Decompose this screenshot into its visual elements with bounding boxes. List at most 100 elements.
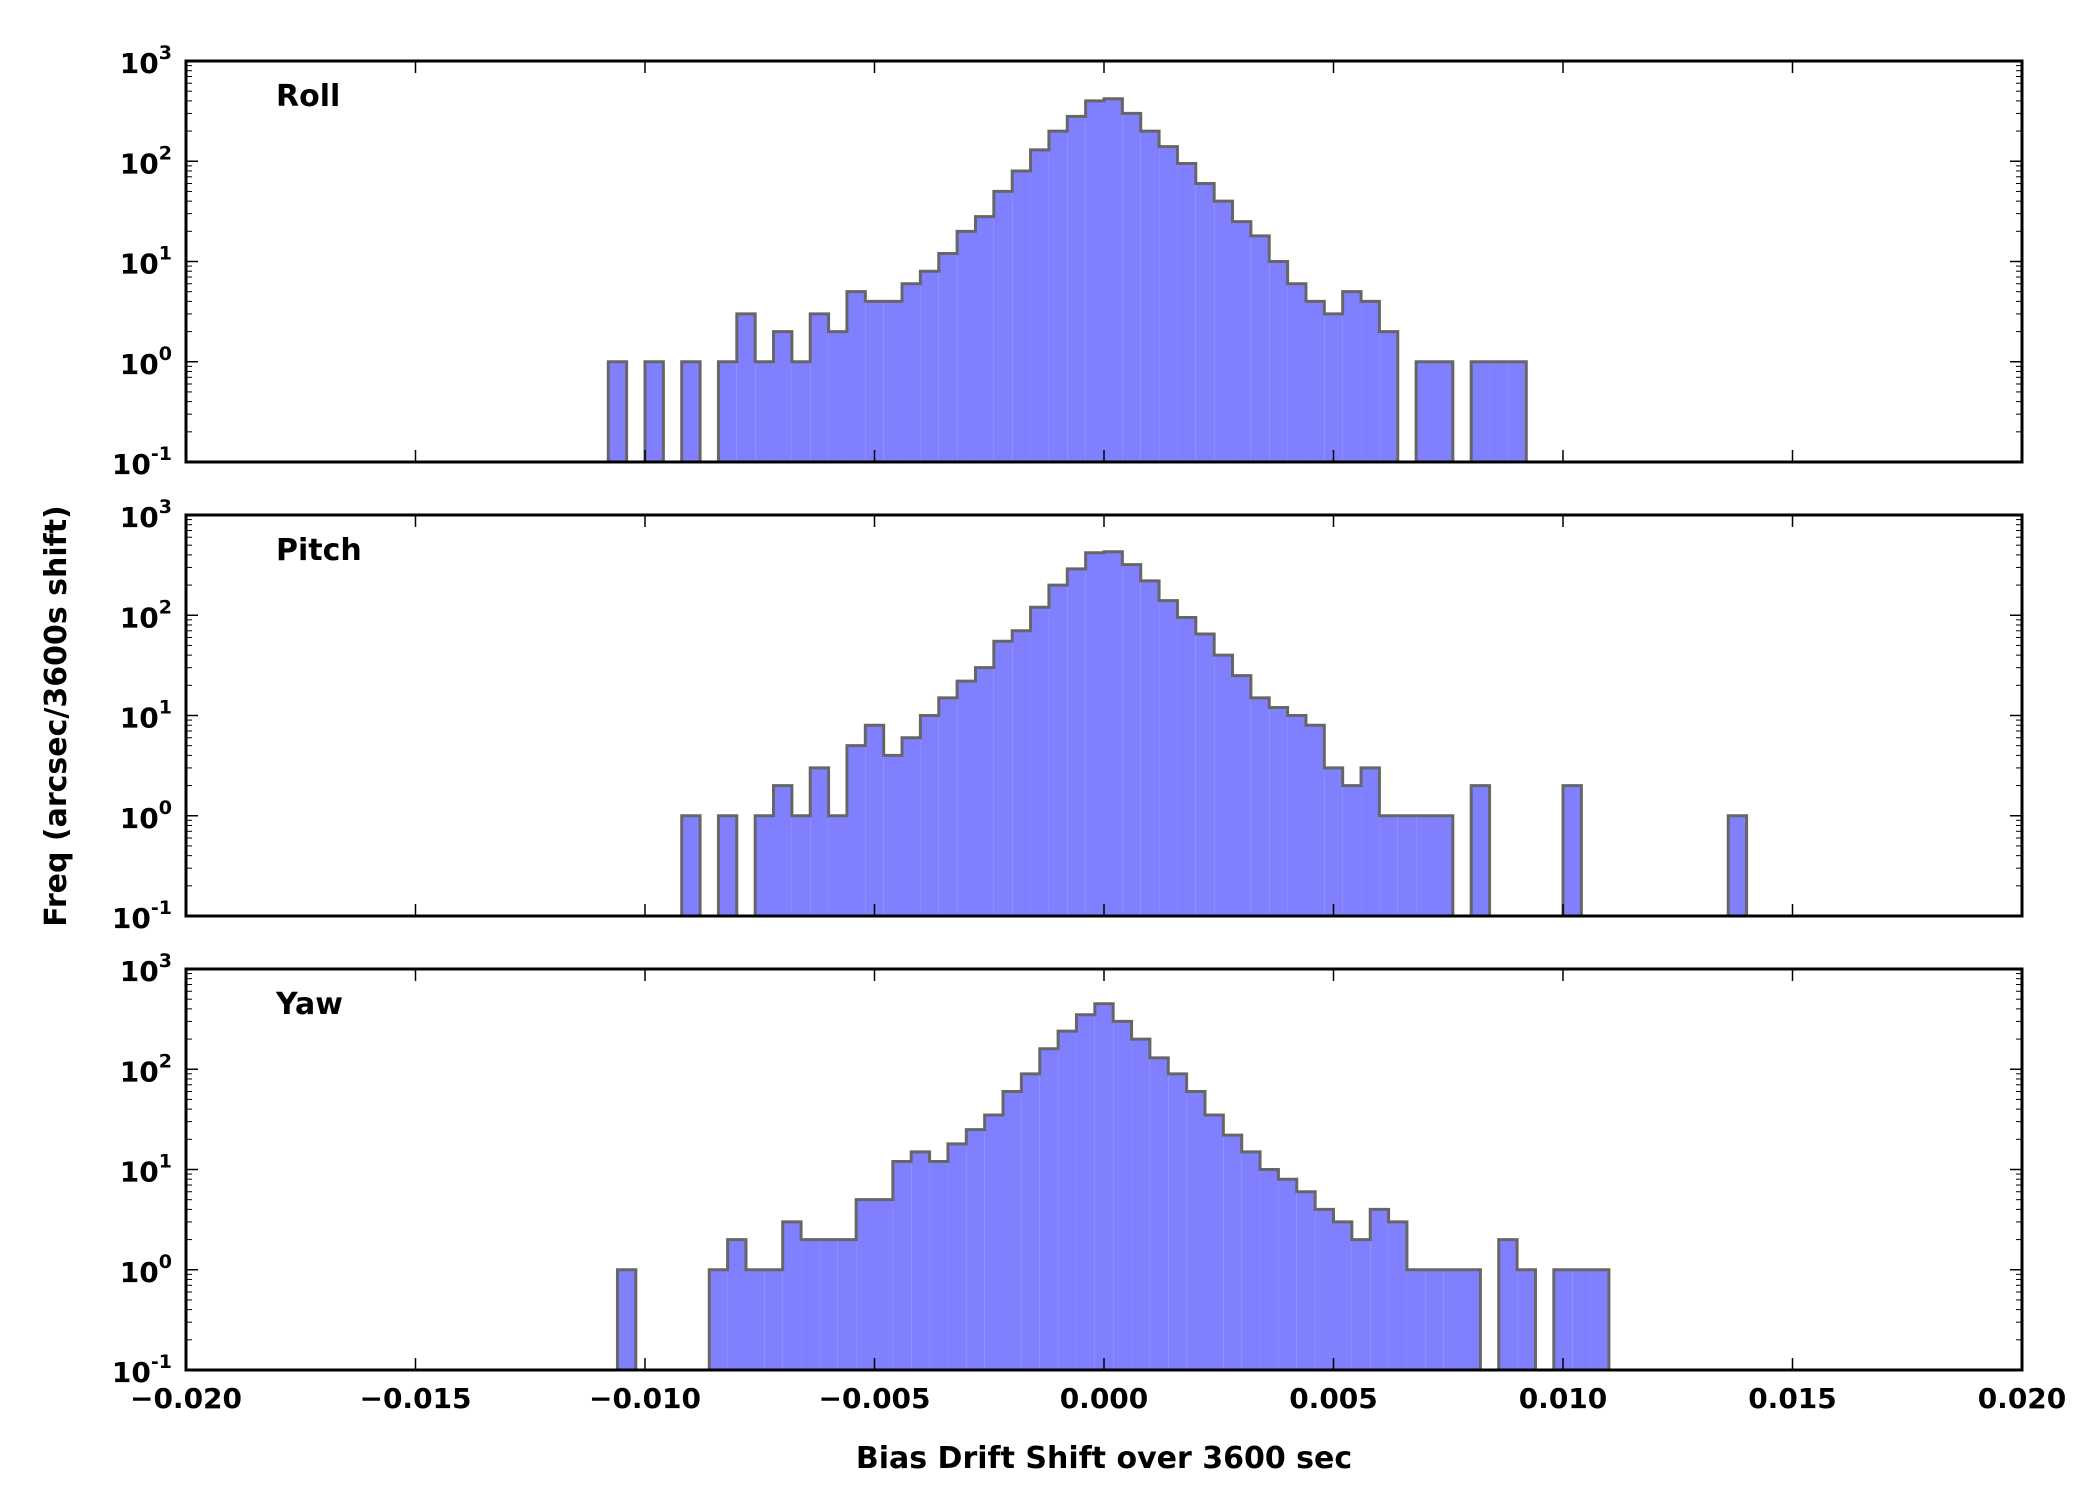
histogram-bar	[764, 1269, 783, 1370]
histogram-bar	[828, 815, 847, 916]
histogram-bar	[920, 715, 939, 916]
histogram-bar	[1177, 163, 1196, 462]
y-tick-label: 10-1	[112, 443, 172, 481]
histogram-bar	[1361, 301, 1380, 462]
histogram-bar	[1195, 634, 1215, 916]
histogram-bar	[1076, 1014, 1095, 1370]
histogram-bar	[1324, 767, 1343, 916]
histogram-bar	[1003, 1091, 1022, 1370]
histogram-bar	[1324, 313, 1343, 462]
histogram-bar	[1333, 1221, 1352, 1370]
histogram-bar	[865, 725, 884, 916]
histogram-bar	[1085, 100, 1104, 462]
histogram-bar	[1305, 725, 1325, 916]
histogram-bar	[1104, 551, 1123, 916]
x-tick-label: 0.020	[1978, 1382, 2067, 1415]
bars-roll	[606, 97, 1528, 462]
histogram-bar	[1379, 331, 1398, 462]
histogram-bar	[617, 1269, 636, 1370]
histogram-bar	[1030, 607, 1049, 916]
x-tick-label: −0.015	[359, 1382, 471, 1415]
histogram-bar	[755, 815, 774, 916]
histogram-bar	[681, 361, 701, 462]
histogram-bar	[1104, 98, 1123, 462]
histogram-bar	[966, 1129, 985, 1370]
histogram-bar	[1131, 1039, 1150, 1370]
histogram-bar	[1406, 1269, 1426, 1370]
x-tick-label: 0.000	[1060, 1382, 1149, 1415]
bars-pitch	[680, 550, 1749, 916]
histogram-bar	[819, 1239, 838, 1370]
y-tick-label: 101	[120, 1151, 172, 1189]
histogram-bar	[1462, 1269, 1481, 1370]
histogram-bar	[773, 331, 792, 462]
histogram-bar	[1397, 815, 1417, 916]
histogram-bar	[1223, 1135, 1242, 1370]
histogram-bar	[1370, 1209, 1389, 1370]
histogram-bar	[856, 1199, 875, 1370]
histogram-bar	[1507, 361, 1527, 462]
histogram-bar	[1269, 707, 1288, 916]
histogram-bar	[828, 331, 847, 462]
axes-frame	[184, 967, 2024, 1372]
x-tick-label: −0.020	[130, 1382, 242, 1415]
y-tick-label: 102	[120, 596, 172, 634]
histogram-bar	[681, 815, 701, 916]
histogram-bar	[993, 641, 1013, 916]
x-tick-label: −0.010	[589, 1382, 701, 1415]
histogram-bar	[1048, 585, 1068, 916]
histogram-bar	[645, 361, 664, 462]
y-tick-label: 101	[120, 243, 172, 281]
panel-label: Yaw	[275, 987, 343, 1022]
y-tick-label: 102	[120, 1050, 172, 1088]
histogram-bar	[1214, 655, 1233, 916]
histogram-bar	[1149, 1057, 1169, 1370]
histogram-bar	[1204, 1114, 1224, 1370]
y-tick-label: 100	[120, 797, 172, 835]
histogram-bar	[846, 745, 866, 916]
histogram-bar	[1039, 1048, 1059, 1370]
histogram-bar	[801, 1239, 820, 1370]
histogram-bar	[1590, 1269, 1609, 1370]
axes-frame	[184, 59, 2024, 464]
histogram-bar	[1067, 116, 1086, 462]
histogram-bar	[1296, 1191, 1316, 1370]
histogram-bar	[1287, 283, 1306, 462]
bars-yaw	[615, 1002, 1611, 1370]
histogram-bar	[1342, 291, 1362, 462]
histogram-bar	[1728, 815, 1747, 916]
histogram-bar	[1342, 785, 1362, 916]
histogram-bar	[1305, 301, 1325, 462]
y-tick-label: 100	[120, 1251, 172, 1289]
histogram-bar	[1416, 361, 1435, 462]
histogram-bar	[1250, 697, 1270, 916]
histogram-outline	[615, 1002, 1611, 1370]
histogram-bar	[1140, 131, 1160, 462]
histogram-bar	[1269, 261, 1288, 462]
histogram-bar	[1498, 1239, 1518, 1370]
histogram-bar	[846, 291, 866, 462]
histogram-outline	[680, 550, 1749, 916]
histogram-bar	[1278, 1179, 1297, 1370]
histogram-bar	[1517, 1269, 1536, 1370]
histogram-bar	[1443, 1269, 1463, 1370]
histogram-bar	[1195, 183, 1215, 462]
histogram-bar	[1434, 815, 1453, 916]
histogram-bar	[810, 313, 829, 462]
histogram-bar	[608, 361, 627, 462]
histogram-bar	[727, 1239, 746, 1370]
histogram-bar	[1186, 1091, 1205, 1370]
y-tick-label: 10-1	[112, 1351, 172, 1389]
histogram-bar	[902, 283, 921, 462]
histogram-bar	[1030, 149, 1049, 462]
x-tick-label: −0.005	[818, 1382, 930, 1415]
histogram-bar	[1351, 1239, 1371, 1370]
histogram-bar	[1214, 201, 1233, 462]
histogram-bar	[957, 231, 976, 462]
histogram-bar	[1012, 170, 1031, 462]
x-tick-label: 0.005	[1289, 1382, 1378, 1415]
panel-label: Pitch	[276, 533, 362, 568]
y-tick-label: 102	[120, 142, 172, 180]
histogram-bar	[975, 216, 994, 462]
histogram-bar	[791, 361, 811, 462]
